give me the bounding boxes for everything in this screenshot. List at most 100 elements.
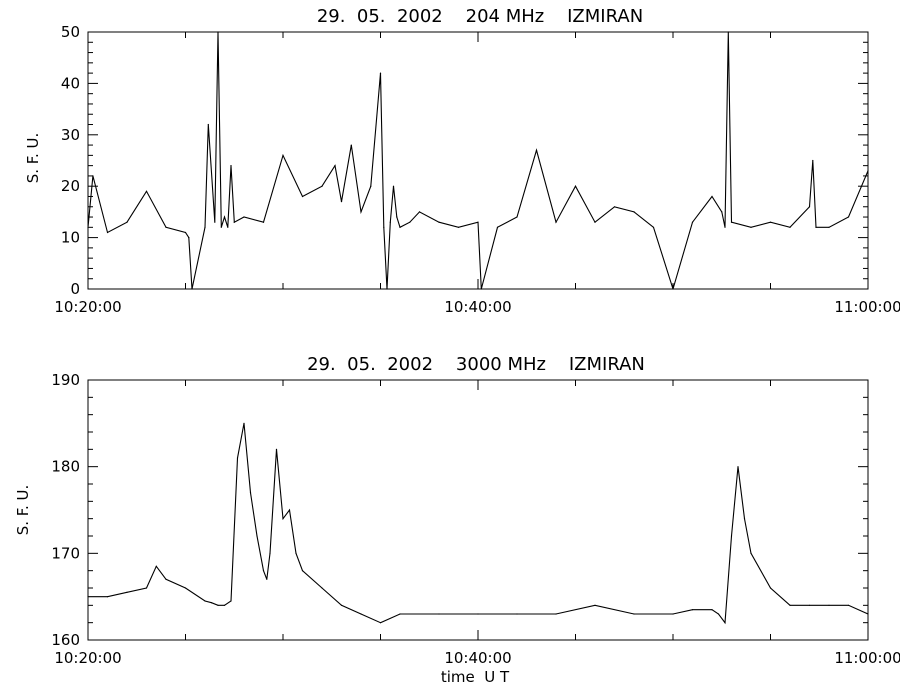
data-point bbox=[392, 185, 395, 187]
data-point bbox=[204, 226, 206, 228]
data-point bbox=[743, 518, 746, 520]
data-point bbox=[613, 206, 616, 208]
data-point bbox=[789, 604, 791, 606]
data-point bbox=[275, 448, 278, 450]
data-point bbox=[321, 587, 323, 589]
data-point bbox=[262, 221, 265, 223]
data-point bbox=[220, 226, 222, 228]
data-point bbox=[386, 288, 388, 290]
data-point bbox=[249, 492, 252, 494]
data-point bbox=[262, 570, 265, 572]
x-tick-label: 10:20:00 bbox=[54, 649, 121, 667]
data-point bbox=[106, 596, 109, 598]
data-point bbox=[750, 552, 752, 554]
data-point bbox=[828, 226, 830, 228]
data-point bbox=[477, 613, 479, 615]
data-point bbox=[217, 604, 219, 606]
data-point bbox=[243, 216, 245, 218]
data-point bbox=[555, 221, 557, 223]
data-point bbox=[360, 211, 362, 213]
y-tick-label: 40 bbox=[61, 74, 80, 92]
data-point bbox=[379, 622, 382, 624]
data-point bbox=[516, 216, 518, 218]
y-tick-label: 50 bbox=[61, 23, 80, 41]
x-tick-label: 10:40:00 bbox=[444, 298, 511, 316]
data-point bbox=[340, 201, 343, 203]
data-point bbox=[769, 221, 772, 223]
data-point bbox=[867, 613, 869, 615]
data-point bbox=[87, 226, 89, 228]
data-point bbox=[301, 570, 304, 572]
data-point bbox=[191, 288, 193, 290]
data-point bbox=[184, 231, 187, 234]
data-point bbox=[750, 226, 752, 228]
data-point bbox=[633, 613, 635, 615]
y-tick-label: 30 bbox=[61, 126, 80, 144]
data-point bbox=[477, 221, 479, 223]
data-point bbox=[399, 226, 401, 228]
data-point bbox=[269, 552, 271, 554]
data-point bbox=[230, 165, 232, 167]
x-tick-label: 11:00:00 bbox=[834, 649, 900, 667]
data-point bbox=[574, 185, 577, 187]
data-point bbox=[145, 587, 148, 589]
data-point bbox=[516, 613, 518, 615]
data-point bbox=[724, 226, 726, 228]
data-point bbox=[370, 185, 372, 187]
series-line bbox=[88, 423, 868, 625]
panel-204mhz: 29. 05. 2002 204 MHz IZMIRAN S. F. U. 10… bbox=[24, 6, 900, 316]
panel-3000mhz: 29. 05. 2002 3000 MHz IZMIRAN S. F. U. t… bbox=[14, 354, 900, 686]
data-point bbox=[227, 226, 229, 228]
data-point bbox=[409, 221, 411, 223]
data-point bbox=[165, 226, 167, 228]
data-point bbox=[340, 604, 343, 606]
data-point bbox=[92, 175, 94, 177]
data-point bbox=[210, 602, 213, 604]
data-point bbox=[126, 221, 128, 223]
data-point bbox=[828, 604, 830, 606]
data-point bbox=[438, 221, 440, 223]
data-point bbox=[418, 211, 421, 213]
data-point bbox=[847, 216, 850, 218]
data-point bbox=[672, 288, 674, 290]
data-point bbox=[847, 604, 850, 606]
data-point bbox=[301, 195, 304, 198]
chart-title-204mhz: 29. 05. 2002 204 MHz IZMIRAN bbox=[317, 6, 643, 27]
data-point bbox=[691, 609, 694, 611]
data-point bbox=[243, 422, 245, 424]
y-tick-label: 160 bbox=[51, 631, 80, 649]
data-point bbox=[594, 604, 596, 606]
series-line bbox=[88, 32, 868, 289]
data-point bbox=[594, 221, 596, 223]
data-point bbox=[396, 216, 398, 218]
data-point bbox=[691, 221, 694, 223]
data-point bbox=[867, 170, 869, 172]
data-point bbox=[233, 221, 235, 223]
y-tick-label: 180 bbox=[51, 458, 80, 476]
data-point bbox=[217, 31, 219, 33]
data-point bbox=[480, 288, 482, 290]
data-point bbox=[711, 195, 713, 198]
data-point bbox=[379, 72, 382, 74]
data-point bbox=[555, 613, 557, 615]
y-tick-label: 10 bbox=[61, 229, 80, 247]
data-point bbox=[815, 226, 817, 228]
y-tick-label: 20 bbox=[61, 177, 80, 195]
y-axis-label-3000mhz: S. F. U. bbox=[14, 485, 32, 536]
data-point bbox=[724, 622, 726, 624]
data-point bbox=[188, 237, 190, 239]
data-point bbox=[399, 613, 401, 615]
data-point bbox=[126, 591, 128, 593]
data-point bbox=[730, 535, 733, 537]
data-point bbox=[727, 31, 729, 33]
data-point bbox=[223, 604, 226, 606]
chart-title-3000mhz: 29. 05. 2002 3000 MHz IZMIRAN bbox=[307, 354, 645, 375]
data-point bbox=[711, 609, 713, 611]
data-point bbox=[230, 600, 232, 602]
data-point bbox=[106, 231, 109, 234]
data-point bbox=[266, 578, 268, 580]
data-point bbox=[438, 613, 440, 615]
data-point bbox=[184, 587, 187, 589]
data-point bbox=[282, 154, 284, 156]
